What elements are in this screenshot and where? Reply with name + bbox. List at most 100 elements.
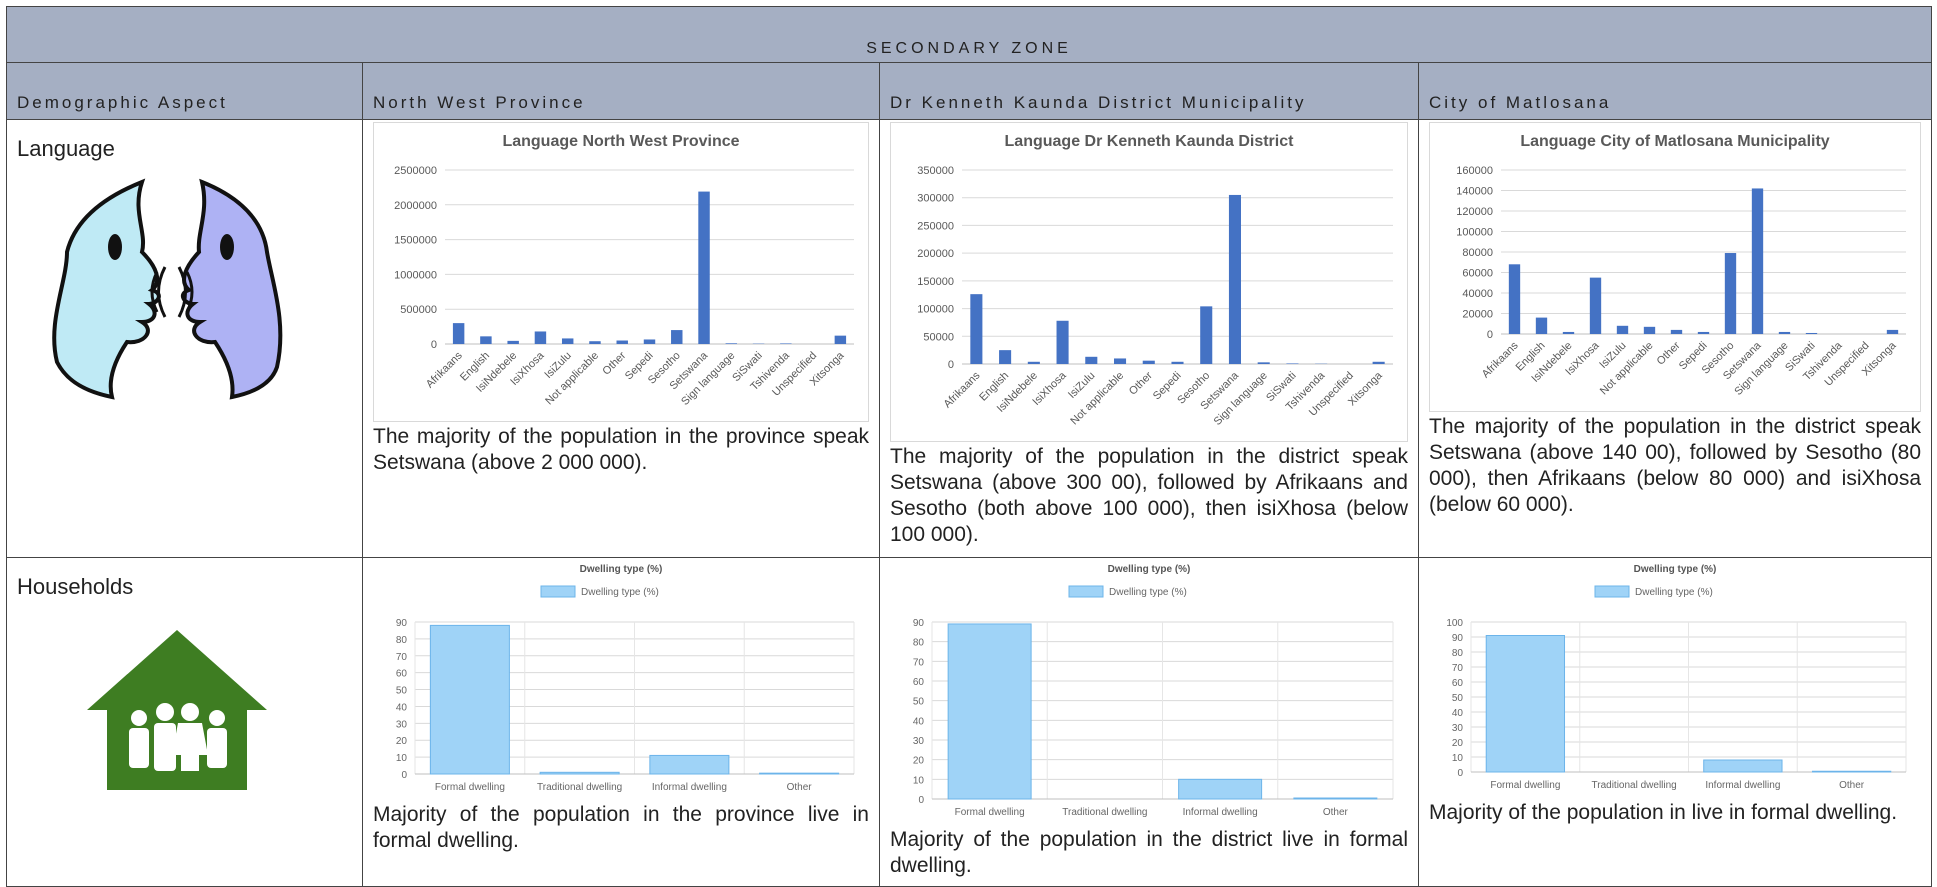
bar xyxy=(671,330,682,344)
bar xyxy=(1806,333,1817,334)
y-tick-label: 70 xyxy=(913,657,925,668)
speech-icon xyxy=(37,172,297,402)
table-title: SECONDARY ZONE xyxy=(7,7,1932,63)
bar xyxy=(480,336,491,344)
y-tick-label: 80 xyxy=(1452,648,1464,659)
bar xyxy=(507,341,518,344)
y-tick-label: 100000 xyxy=(1456,227,1493,239)
y-tick-label: 70 xyxy=(1452,663,1464,674)
y-tick-label: 0 xyxy=(401,770,407,781)
y-tick-label: 30 xyxy=(1452,723,1464,734)
bar xyxy=(1229,195,1241,364)
y-tick-label: 0 xyxy=(1457,768,1463,779)
bar xyxy=(1057,321,1069,364)
bar xyxy=(726,343,737,344)
x-tick-label: Formal dwelling xyxy=(955,807,1025,818)
bar xyxy=(835,336,846,344)
y-tick-label: 20000 xyxy=(1462,309,1493,321)
x-tick-label: Not applicable xyxy=(1068,370,1126,428)
legend-swatch xyxy=(541,586,575,597)
y-tick-label: 40000 xyxy=(1462,288,1493,300)
chart-title: Dwelling type (%) xyxy=(580,564,663,575)
bar xyxy=(1671,330,1682,334)
bar xyxy=(1373,362,1385,364)
y-tick-label: 40 xyxy=(1452,708,1464,719)
y-tick-label: 10 xyxy=(1452,753,1464,764)
legend-label: Dwelling type (%) xyxy=(1635,587,1713,598)
bar xyxy=(535,331,546,344)
bar xyxy=(617,341,628,344)
y-tick-label: 50 xyxy=(396,686,408,697)
x-tick-label: Traditional dwelling xyxy=(1062,807,1147,818)
y-tick-label: 350000 xyxy=(917,165,954,177)
column-header: Dr Kenneth Kaunda District Municipality xyxy=(880,63,1419,120)
cell-text: Majority of the population in the distri… xyxy=(890,827,1408,879)
chart: Language City of Matlosana Municipality 0… xyxy=(1429,122,1921,412)
bar xyxy=(1536,318,1547,334)
x-tick-label: Formal dwelling xyxy=(1490,780,1560,791)
bar xyxy=(948,624,1031,799)
y-tick-label: 50 xyxy=(913,697,925,708)
chart: Dwelling type (%)Dwelling type (%)010203… xyxy=(373,560,869,800)
bar xyxy=(1752,188,1763,334)
y-tick-label: 2500000 xyxy=(394,165,437,177)
y-tick-label: 60 xyxy=(1452,678,1464,689)
y-tick-label: 60000 xyxy=(1462,268,1493,280)
bar xyxy=(1698,332,1709,334)
y-tick-label: 30 xyxy=(396,719,408,730)
bar xyxy=(1725,253,1736,334)
bar xyxy=(1779,332,1790,334)
y-tick-label: 20 xyxy=(396,736,408,747)
x-tick-label: Traditional dwelling xyxy=(537,782,622,793)
cell-text: The majority of the population in the di… xyxy=(890,444,1408,548)
bar xyxy=(999,350,1011,364)
chart-title: Language North West Province xyxy=(502,133,739,150)
y-tick-label: 300000 xyxy=(917,193,954,205)
column-header: City of Matlosana xyxy=(1419,63,1932,120)
chart-title: Dwelling type (%) xyxy=(1634,564,1717,575)
chart: Dwelling type (%) Dwelling type (%) 0 10 20 3… xyxy=(1429,560,1921,798)
y-tick-label: 90 xyxy=(913,618,925,629)
bar xyxy=(430,625,509,774)
y-tick-label: 30 xyxy=(913,736,925,747)
x-tick-label: Other xyxy=(1323,807,1349,818)
bar xyxy=(453,323,464,344)
bar xyxy=(1114,358,1126,364)
aspect-cell: Language xyxy=(7,120,363,558)
bar xyxy=(540,772,619,774)
bar xyxy=(1085,357,1097,364)
chart-title: Language City of Matlosana Municipality xyxy=(1520,133,1829,150)
y-tick-label: 0 xyxy=(431,339,437,351)
cell-text: The majority of the population in the pr… xyxy=(373,424,869,476)
bar xyxy=(970,294,982,364)
chart-holder: Dwelling type (%) Dwelling type (%) 0 10 20 3… xyxy=(1429,560,1921,798)
bar xyxy=(1286,363,1298,364)
y-tick-label: 70 xyxy=(396,652,408,663)
legend-swatch xyxy=(1595,586,1629,597)
y-tick-label: 200000 xyxy=(917,248,954,260)
y-tick-label: 0 xyxy=(918,795,924,806)
bar xyxy=(1294,798,1377,799)
bar xyxy=(698,192,709,344)
data-cell: Dwelling type (%) Dwelling type (%) 0 10 20 3… xyxy=(1419,558,1932,887)
aspect-cell: Households xyxy=(7,558,363,887)
zone-table: SECONDARY ZONE Demographic Aspect North … xyxy=(6,6,1932,887)
x-tick-label: Other xyxy=(1839,780,1865,791)
bar xyxy=(1812,771,1890,772)
x-tick-label: Other xyxy=(787,782,813,793)
y-tick-label: 20 xyxy=(1452,738,1464,749)
cell-text: The majority of the population in the di… xyxy=(1429,414,1921,518)
x-tick-label: Informal dwelling xyxy=(1705,780,1780,791)
y-tick-label: 40 xyxy=(396,702,408,713)
cell-text: Majority of the population in live in fo… xyxy=(1429,800,1921,826)
y-tick-label: 0 xyxy=(1487,329,1493,341)
y-tick-label: 80 xyxy=(396,635,408,646)
x-tick-label: Informal dwelling xyxy=(652,782,727,793)
bar xyxy=(1617,326,1628,334)
chart: Dwelling type (%)Dwelling type (%)010203… xyxy=(890,560,1408,825)
